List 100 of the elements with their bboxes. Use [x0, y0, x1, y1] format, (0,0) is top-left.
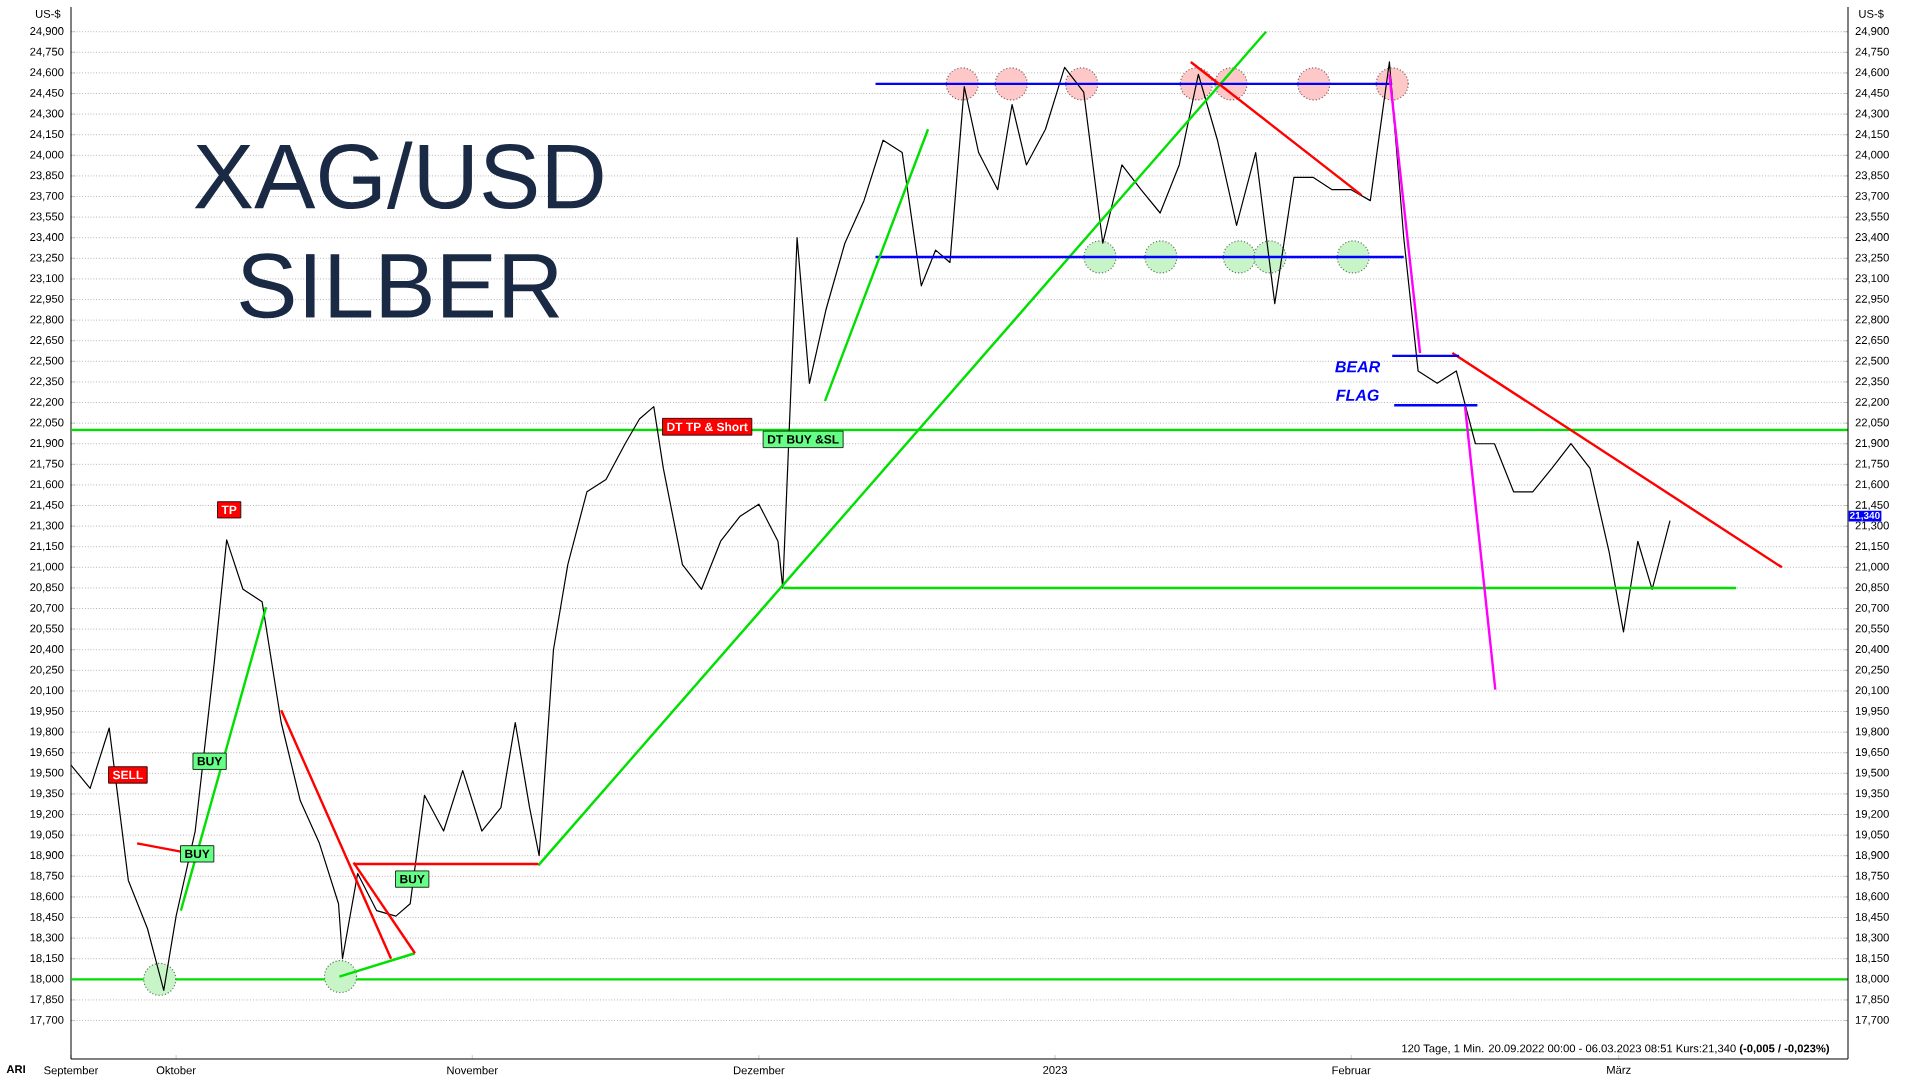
y2-tick-label: 20,550: [1855, 624, 1889, 634]
y2-tick-label: 23,250: [1855, 253, 1889, 263]
y2-tick-label: 21,900: [1855, 439, 1889, 449]
y-tick-label: 24,150: [30, 130, 64, 140]
y2-tick-label: 19,500: [1855, 768, 1889, 778]
y2-axis-title: US-$: [1859, 9, 1884, 19]
y2-tick-label: 22,800: [1855, 315, 1889, 325]
y2-tick-label: 23,850: [1855, 171, 1889, 181]
y-tick-label: 22,500: [30, 356, 64, 366]
y-tick-label: 23,700: [30, 191, 64, 202]
y-tick-label: 24,300: [30, 109, 64, 119]
y-tick-label: 18,450: [30, 912, 64, 923]
y-tick-label: 20,250: [30, 665, 64, 675]
x-tick-label: Februar: [1332, 1066, 1371, 1075]
y2-tick-label: 20,250: [1855, 665, 1889, 675]
y-tick-label: 24,900: [30, 27, 64, 37]
y-tick-label: 21,450: [30, 500, 64, 511]
y2-tick-label: 18,900: [1855, 851, 1889, 861]
y2-tick-label: 18,600: [1855, 892, 1889, 902]
text: 21,340: [1849, 511, 1880, 521]
text: SILBER: [240, 253, 560, 319]
y2-tick-label: 23,400: [1855, 233, 1889, 243]
y-tick-label: 24,450: [30, 88, 64, 99]
y-tick-label: 19,950: [30, 706, 64, 717]
y-tick-label: 23,400: [30, 233, 64, 243]
y2-tick-label: 18,150: [1855, 954, 1889, 964]
y-tick-label: 20,550: [30, 624, 64, 634]
y-tick-label: 21,300: [30, 521, 64, 531]
annotation: 120 Tage, 1 Min. 20.09.2022 00:00 - 06.03.2023 08:51 Kurs:21,340 (-0,005 / -0,023%): [1402, 1044, 1830, 1055]
y-tick-label: 17,850: [30, 995, 64, 1005]
y2-tick-label: 21,300: [1855, 521, 1889, 531]
x-tick-label: Dezember: [733, 1066, 785, 1075]
annotation: TP: [221, 505, 237, 514]
y2-tick-label: 21,750: [1855, 459, 1889, 469]
y2-tick-label: 22,500: [1855, 356, 1889, 366]
y2-tick-label: 19,200: [1855, 809, 1889, 820]
y2-tick-label: 21,450: [1855, 500, 1889, 511]
y2-tick-label: 22,200: [1855, 397, 1889, 408]
y-tick-label: 19,050: [30, 830, 64, 840]
y2-tick-label: 24,300: [1855, 109, 1889, 119]
y-tick-label: 21,900: [30, 439, 64, 449]
y-tick-label: 18,300: [30, 933, 64, 943]
y-tick-label: 18,600: [30, 892, 64, 902]
y-tick-label: 21,750: [30, 459, 64, 469]
text: ARI: [6, 1065, 25, 1074]
y-tick-label: 17,700: [30, 1015, 64, 1026]
y2-tick-label: 24,750: [1855, 47, 1889, 57]
y-tick-label: 20,850: [30, 583, 64, 593]
y-tick-label: 22,350: [30, 377, 64, 387]
y2-tick-label: 22,050: [1855, 418, 1889, 428]
y2-tick-label: 20,100: [1855, 686, 1889, 696]
y-tick-label: 18,750: [30, 871, 64, 881]
y2-tick-label: 24,600: [1855, 68, 1889, 78]
y-tick-label: 21,600: [30, 480, 64, 490]
y2-tick-label: 23,700: [1855, 191, 1889, 202]
y2-tick-label: 19,950: [1855, 706, 1889, 717]
y-tick-label: 21,000: [30, 562, 64, 572]
y2-tick-label: 20,400: [1855, 645, 1889, 655]
y-tick-label: 23,100: [30, 274, 64, 284]
y-tick-label: 19,500: [30, 768, 64, 778]
y-tick-label: 22,950: [30, 294, 64, 305]
y2-tick-label: 21,150: [1855, 542, 1889, 552]
annotation: FLAG: [1336, 389, 1379, 401]
y-tick-label: 20,700: [30, 603, 64, 614]
y2-tick-label: 19,350: [1855, 789, 1889, 799]
y2-tick-label: 22,650: [1855, 336, 1889, 346]
y2-tick-label: 23,100: [1855, 274, 1889, 284]
y-tick-label: 19,650: [30, 748, 64, 758]
y2-tick-label: 17,700: [1855, 1015, 1889, 1026]
y2-tick-label: 21,000: [1855, 562, 1889, 572]
y-tick-label: 22,050: [30, 418, 64, 428]
y-tick-label: 18,000: [30, 974, 64, 984]
y-tick-label: 21,150: [30, 542, 64, 552]
y2-tick-label: 18,450: [1855, 912, 1889, 923]
annotation: BUY: [197, 757, 223, 766]
y2-tick-label: 20,700: [1855, 603, 1889, 614]
annotation: DT BUY &SL: [767, 435, 839, 444]
y-tick-label: 19,800: [30, 727, 64, 737]
text: XAG/USD: [194, 141, 603, 210]
y2-tick-label: 18,750: [1855, 871, 1889, 881]
y2-tick-label: 19,650: [1855, 748, 1889, 758]
y2-tick-label: 21,600: [1855, 480, 1889, 490]
y2-tick-label: 24,900: [1855, 27, 1889, 37]
y2-tick-label: 18,000: [1855, 974, 1889, 984]
y-tick-label: 19,350: [30, 789, 64, 799]
y-tick-label: 18,150: [30, 954, 64, 964]
y-tick-label: 24,000: [30, 150, 64, 160]
annotation: BEAR: [1335, 361, 1381, 373]
y2-tick-label: 22,350: [1855, 377, 1889, 387]
y-axis-title: US-$: [35, 9, 61, 19]
y-tick-label: 22,800: [30, 315, 64, 325]
y2-tick-label: 22,950: [1855, 294, 1889, 305]
y-tick-label: 19,200: [30, 809, 64, 820]
y-tick-label: 18,900: [30, 851, 64, 861]
y2-tick-label: 23,550: [1855, 212, 1889, 222]
x-tick-label: November: [447, 1066, 498, 1075]
annotation: BUY: [185, 849, 210, 859]
y2-tick-label: 17,850: [1855, 995, 1889, 1005]
y-tick-label: 22,200: [30, 397, 64, 408]
annotation: SELL: [112, 770, 143, 780]
